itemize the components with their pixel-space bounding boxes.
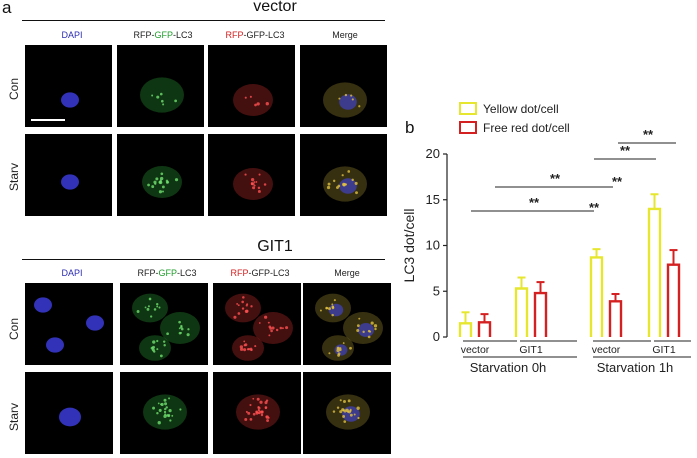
significance-label: **: [620, 143, 631, 158]
micrograph-gfp: [120, 372, 208, 454]
micrograph-merge: [303, 283, 391, 365]
group-label: Starvation 0h: [470, 360, 547, 375]
significance-label: **: [589, 200, 600, 215]
panel-a-letter: a: [2, 0, 12, 17]
category-label: vector: [592, 344, 621, 356]
y-axis-label: LC3 dot/cell: [401, 209, 417, 283]
bar-yellow: [647, 207, 662, 337]
micrograph-gfp: [117, 45, 204, 127]
row-label-starv-vector: Starv: [7, 163, 21, 192]
bar-red: [608, 300, 623, 337]
micrograph-merge: [300, 134, 387, 216]
micrograph-dapi: [25, 134, 112, 216]
column-label-git1-0: DAPI: [61, 268, 83, 278]
category-label: GIT1: [652, 344, 675, 356]
significance-label: **: [550, 171, 561, 186]
legend-swatch: [459, 121, 477, 134]
column-label-git1-3: Merge: [334, 268, 360, 278]
bar-red: [477, 321, 492, 337]
bar-chart: 0 5 10 15 20 LC3 dot/cell vector GIT1 vector GIT1…: [401, 102, 691, 375]
column-label-vector-3: Merge: [332, 30, 358, 40]
group-label: Starvation 1h: [597, 360, 674, 375]
row-label-starv-git1: Starv: [7, 403, 21, 432]
column-label-git1-2: RFP-GFP-LC3: [230, 268, 290, 278]
category-label: GIT1: [519, 344, 542, 356]
group-title-git1: GIT1: [257, 238, 293, 255]
y-tick-label: 5: [433, 283, 440, 298]
y-tick-label: 10: [426, 238, 440, 253]
row-label-con-vector: Con: [7, 78, 21, 101]
significance-label: **: [529, 195, 540, 210]
micrograph-dapi: [25, 372, 113, 454]
micrograph-rfp: [208, 45, 295, 127]
micrograph-dapi: [25, 283, 113, 365]
legend-swatch: [459, 102, 477, 115]
legend-label: Yellow dot/cell: [483, 102, 559, 116]
column-label-git1-1: RFP-GFP-LC3: [137, 268, 197, 278]
micrograph-merge: [300, 45, 387, 127]
category-label: vector: [461, 344, 490, 356]
y-tick-label: 20: [426, 146, 440, 161]
bar-yellow: [589, 256, 604, 337]
micrograph-rfp: [213, 372, 301, 454]
column-label-vector-1: RFP-GFP-LC3: [133, 30, 193, 40]
y-tick-label: 15: [426, 192, 440, 207]
column-label-vector-2: RFP-GFP-LC3: [225, 30, 285, 40]
micrograph-gfp: [120, 283, 208, 365]
legend-label: Free red dot/cell: [483, 121, 570, 135]
micrograph-rfp: [208, 134, 295, 216]
panel-b-letter: b: [405, 118, 415, 137]
significance-label: **: [643, 127, 654, 142]
row-label-con-git1: Con: [7, 318, 21, 341]
group-rule-git1: [22, 259, 385, 260]
micrograph-rfp: [213, 283, 301, 365]
group-title-vector: vector: [253, 0, 297, 15]
column-label-vector-0: DAPI: [61, 30, 83, 40]
significance-label: **: [612, 174, 623, 189]
bar-red: [533, 291, 548, 337]
bar-red: [666, 263, 681, 337]
scale-bar: [31, 119, 65, 121]
bar-yellow: [514, 287, 529, 337]
group-rule-vector: [22, 20, 385, 21]
bar-yellow: [458, 322, 473, 337]
micrograph-merge: [303, 372, 391, 454]
micrograph-dapi: [25, 45, 112, 127]
micrograph-gfp: [117, 134, 204, 216]
y-tick-label: 0: [433, 329, 440, 344]
